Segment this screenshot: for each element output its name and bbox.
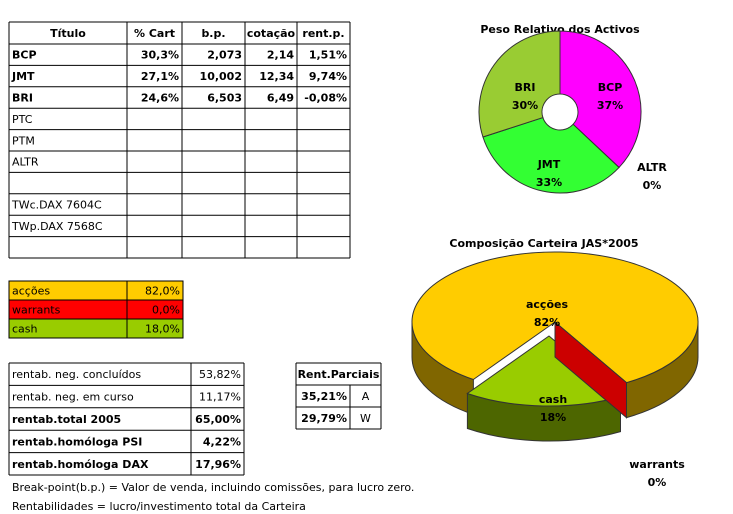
- slice-label: acções: [526, 298, 568, 311]
- partial-value: 35,21%: [301, 390, 347, 403]
- return-label: rentab.homóloga DAX: [12, 458, 149, 471]
- slice-label: BCP: [598, 81, 623, 94]
- cell-value: 10,002: [200, 70, 242, 83]
- cell-value: -0,08%: [304, 92, 347, 105]
- cell-value: 1,51%: [309, 49, 347, 62]
- partial-code: A: [362, 390, 370, 403]
- cell-value: 6,503: [207, 92, 242, 105]
- chart-title: Composição Carteira JAS*2005: [449, 237, 638, 250]
- return-label: rentab.homóloga PSI: [12, 435, 142, 448]
- slice-value: 30%: [512, 99, 538, 112]
- slice-value: 0%: [643, 179, 662, 192]
- note: Rentabilidades = lucro/investimento tota…: [12, 500, 306, 513]
- pie-slice: [559, 30, 642, 169]
- row-label: JMT: [11, 70, 35, 83]
- cell-value: 9,74%: [309, 70, 347, 83]
- chart-title: Peso Relativo dos Activos: [480, 23, 640, 36]
- column-header: b.p.: [201, 27, 225, 40]
- pie-slice: [411, 251, 699, 384]
- slice-label: cash: [539, 393, 567, 406]
- column-header: % Cart: [134, 27, 175, 40]
- partials-header: Rent.Parciais: [298, 368, 380, 381]
- allocation-label: cash: [12, 323, 38, 336]
- pie-slice: [554, 320, 627, 419]
- slice-value: 0%: [648, 476, 667, 489]
- row-label: PTM: [12, 134, 35, 147]
- slice-label: JMT: [537, 158, 561, 171]
- row-label: TWp.DAX 7568C: [11, 220, 103, 233]
- slice-value: 82%: [534, 316, 560, 329]
- return-value: 11,17%: [199, 391, 241, 404]
- row-label: TWc.DAX 7604C: [11, 199, 102, 212]
- column-header: Título: [50, 27, 86, 40]
- row-label: PTC: [12, 113, 33, 126]
- return-label: rentab. neg. em curso: [12, 391, 134, 404]
- return-label: rentab. neg. concluídos: [12, 368, 141, 381]
- allocation-row: [8, 318, 184, 339]
- column-header: rent.p.: [302, 27, 344, 40]
- cell-value: 30,3%: [141, 49, 179, 62]
- return-value: 4,22%: [203, 435, 241, 448]
- slice-value: 37%: [597, 99, 623, 112]
- cell-value: 27,1%: [141, 70, 179, 83]
- cell-value: 2,073: [207, 49, 242, 62]
- slice-label: warrants: [629, 458, 685, 471]
- cell-value: 24,6%: [141, 92, 179, 105]
- allocation-value: 0,0%: [152, 304, 180, 317]
- row-label: ALTR: [12, 156, 39, 169]
- allocation-value: 82,0%: [145, 285, 180, 298]
- partial-code: W: [360, 412, 371, 425]
- pie-slice: [478, 30, 561, 138]
- return-value: 17,96%: [195, 458, 241, 471]
- slice-value: 18%: [540, 411, 566, 424]
- cell-value: 6,49: [267, 92, 294, 105]
- row-label: BRI: [12, 92, 33, 105]
- column-header: cotação: [247, 27, 296, 40]
- allocation-value: 18,0%: [145, 323, 180, 336]
- slice-value: 33%: [536, 176, 562, 189]
- slice-label: BRI: [515, 81, 536, 94]
- slice-label: ALTR: [637, 161, 667, 174]
- return-label: rentab.total 2005: [12, 413, 121, 426]
- cell-value: 12,34: [259, 70, 294, 83]
- allocation-label: warrants: [12, 304, 61, 317]
- allocation-label: acções: [12, 285, 50, 298]
- return-value: 53,82%: [199, 368, 241, 381]
- cell-value: 2,14: [267, 49, 294, 62]
- note: Break-point(b.p.) = Valor de venda, incl…: [12, 481, 414, 494]
- return-value: 65,00%: [195, 413, 241, 426]
- pie-slice: [482, 116, 620, 194]
- partial-value: 29,79%: [301, 412, 347, 425]
- row-label: BCP: [12, 49, 37, 62]
